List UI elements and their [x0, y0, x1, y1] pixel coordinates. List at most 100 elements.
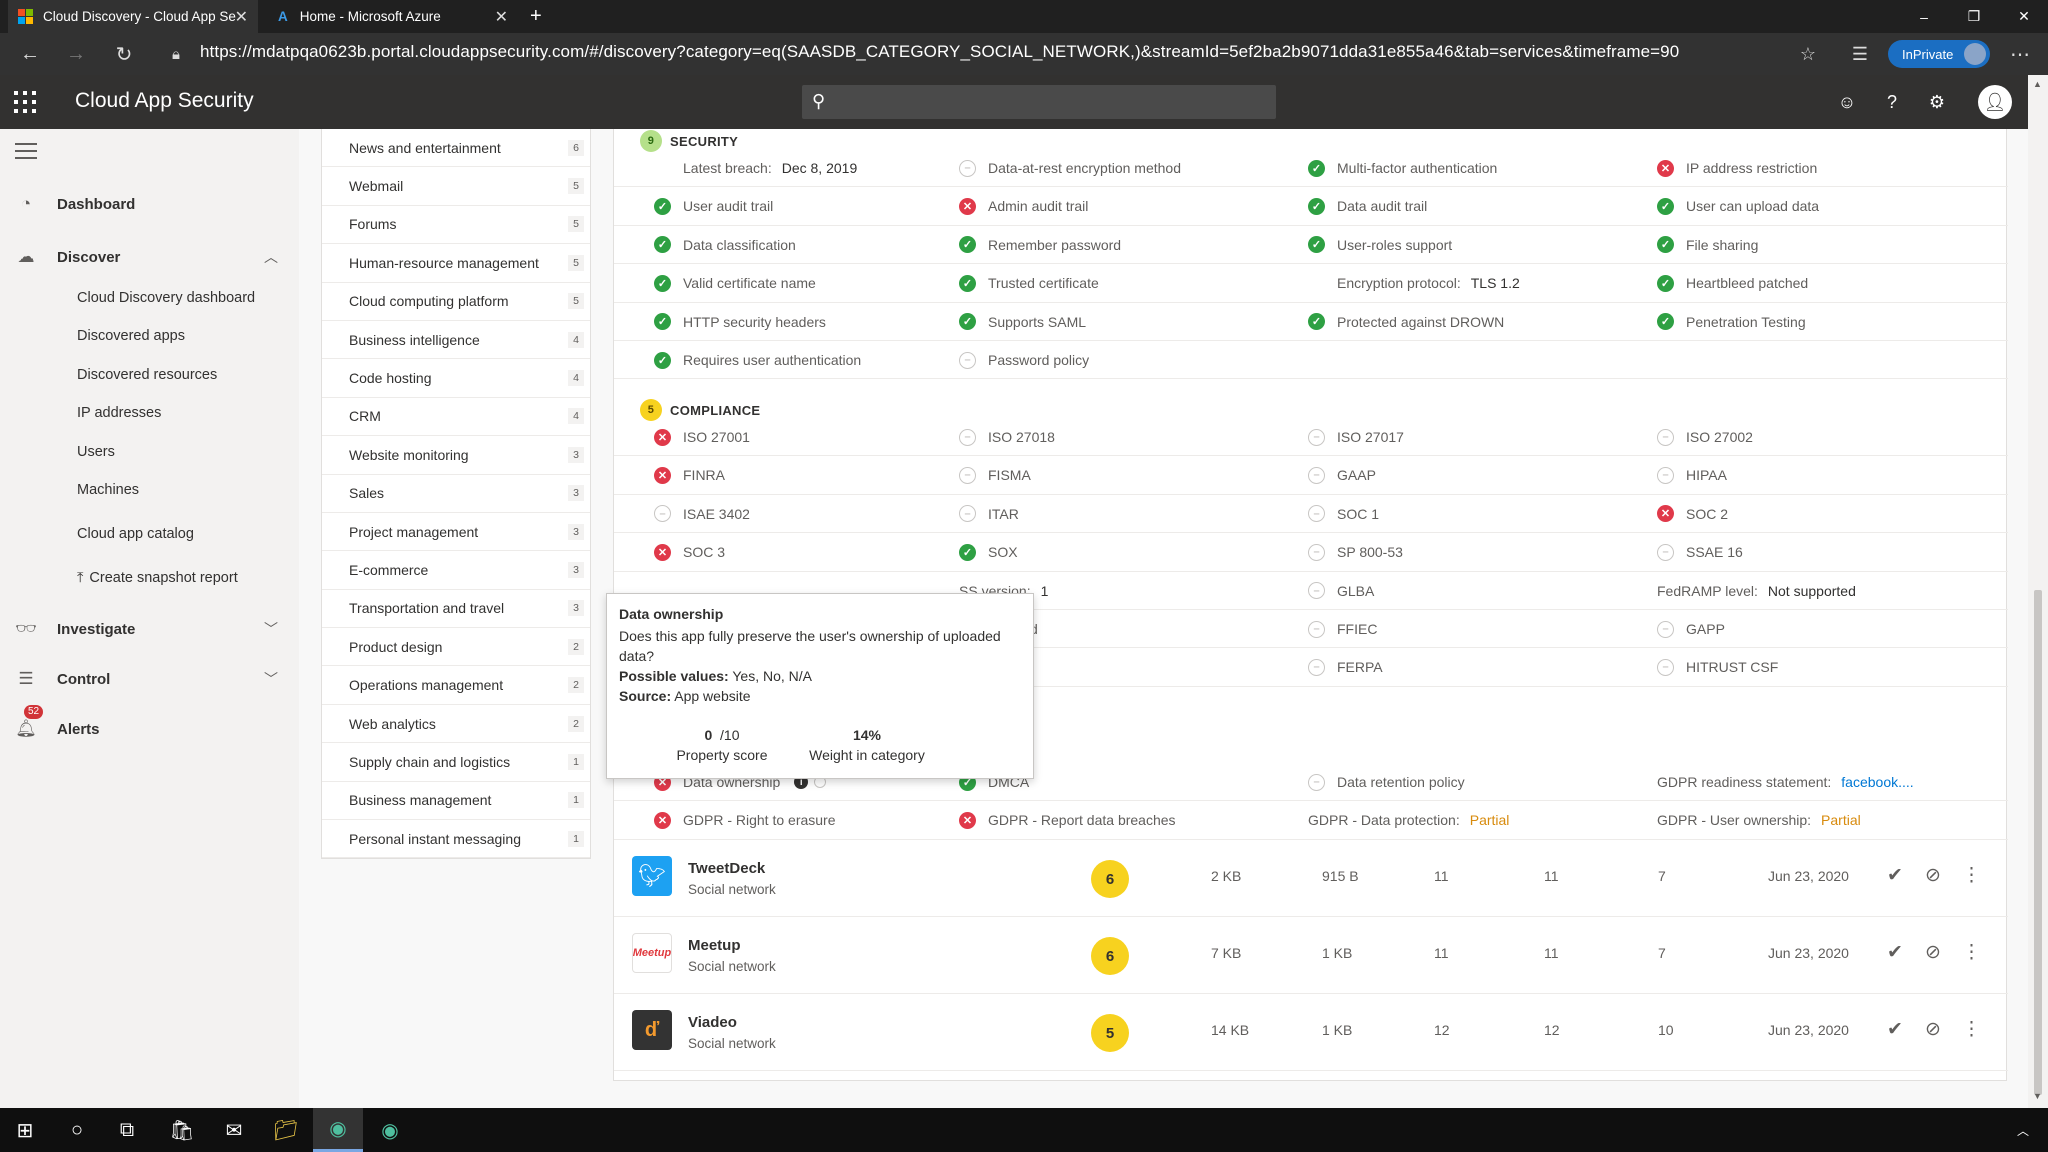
property-label: ISO 27018	[988, 429, 1055, 445]
property-label: SP 800-53	[1337, 544, 1403, 561]
feedback-smiley-icon[interactable]: ☺	[1837, 91, 1857, 112]
category-row[interactable]: Forums 5	[322, 206, 590, 245]
category-row[interactable]: News and entertainment 6	[322, 129, 590, 168]
hamburger-menu-icon[interactable]	[15, 143, 37, 159]
category-row[interactable]: CRM 4	[322, 398, 590, 437]
category-row[interactable]: Supply chain and logistics 1	[322, 743, 590, 782]
category-count: 6	[568, 139, 584, 156]
chevron-down-icon[interactable]: ﹀	[264, 671, 278, 687]
scroll-down-icon[interactable]: ▼	[2033, 1091, 2042, 1101]
dash-circle-icon: –	[1657, 543, 1674, 561]
unsanction-block-icon[interactable]: ⊘	[1925, 865, 1941, 886]
category-row[interactable]: Web analytics 2	[322, 705, 590, 744]
file-explorer-icon[interactable]: 📁︎	[273, 1119, 299, 1142]
chevron-up-icon[interactable]: ︿	[264, 249, 278, 265]
nav-create-snapshot-report[interactable]: ⤒ Create snapshot report	[77, 570, 238, 586]
nav-dashboard[interactable]: ◔ Dashboard	[0, 186, 299, 222]
nav-discover[interactable]: ☁ Discover ︿	[0, 239, 299, 275]
category-row[interactable]: Business intelligence 4	[322, 321, 590, 360]
category-row[interactable]: Code hosting 4	[322, 359, 590, 398]
search-circle-icon[interactable]: ○	[70, 1118, 84, 1141]
category-count: 4	[568, 408, 584, 425]
sanction-check-icon[interactable]: ✔	[1887, 865, 1903, 886]
restore-icon[interactable]: ❐	[1967, 8, 1981, 24]
category-row[interactable]: Transportation and travel 3	[322, 590, 590, 629]
store-icon[interactable]: 🛍︎	[169, 1119, 195, 1142]
more-options-icon[interactable]: ⋮	[1962, 865, 1981, 886]
scroll-up-icon[interactable]: ▲	[2033, 79, 2042, 89]
nav-machines[interactable]: Machines	[77, 482, 140, 498]
task-view-icon[interactable]: ⧉	[119, 1118, 135, 1141]
security-section-header: 9 SECURITY	[640, 129, 738, 153]
edge-browser-icon[interactable]: ◉	[381, 1119, 399, 1142]
minimize-icon[interactable]: –	[1920, 8, 1928, 25]
favorites-icon[interactable]: ☰	[1851, 43, 1869, 64]
property-item: ✕ IP address restriction	[1657, 149, 1817, 187]
more-options-icon[interactable]: ⋮	[1962, 942, 1981, 963]
category-row[interactable]: Webmail 5	[322, 167, 590, 206]
category-row[interactable]: Business management 1	[322, 782, 590, 821]
mail-icon[interactable]: ✉	[225, 1119, 243, 1142]
viadeo-logo-icon: ď	[632, 1010, 672, 1050]
user-avatar[interactable]: 👤︎	[1978, 85, 2012, 119]
sanction-check-icon[interactable]: ✔	[1887, 1019, 1903, 1040]
nav-control[interactable]: ☰ Control ﹀	[0, 661, 299, 697]
nav-investigate[interactable]: 👓︎ Investigate ﹀	[0, 611, 299, 647]
app-name[interactable]: TweetDeck	[688, 860, 766, 877]
category-row[interactable]: Website monitoring 3	[322, 436, 590, 475]
windows-start-icon[interactable]: ⊞	[16, 1119, 34, 1142]
unsanction-block-icon[interactable]: ⊘	[1925, 942, 1941, 963]
property-label: Data classification	[683, 236, 796, 253]
category-row[interactable]: Personal instant messaging 1	[322, 820, 590, 859]
app-name[interactable]: Meetup	[688, 937, 741, 954]
more-options-icon[interactable]: ⋮	[1962, 1019, 1981, 1040]
app-table-row[interactable]: ď Viadeo Social network 5 14 KB 1 KB 12 12 10 Jun…	[614, 994, 2008, 1071]
category-row[interactable]: Sales 3	[322, 475, 590, 513]
settings-gear-icon[interactable]: ⚙	[1928, 91, 1946, 112]
nav-ip-addresses[interactable]: IP addresses	[77, 405, 162, 421]
nav-cloud-discovery-dashboard[interactable]: Cloud Discovery dashboard	[77, 290, 256, 306]
category-row[interactable]: Operations management 2	[322, 666, 590, 705]
nav-users[interactable]: Users	[77, 444, 115, 460]
nav-discovered-resources[interactable]: Discovered resources	[77, 367, 218, 383]
nav-cloud-app-catalog[interactable]: Cloud app catalog	[77, 526, 194, 542]
close-window-icon[interactable]: ✕	[2018, 8, 2030, 24]
more-icon[interactable]: ⋯	[2010, 43, 2030, 66]
browser-tab-cloud-discovery[interactable]: Cloud Discovery - Cloud App Se ✕	[8, 0, 258, 33]
nav-discovered-apps[interactable]: Discovered apps	[77, 328, 185, 344]
forward-icon[interactable]: →	[66, 42, 86, 65]
app-title[interactable]: Cloud App Security	[75, 89, 254, 112]
refresh-icon[interactable]: ↻	[115, 43, 133, 66]
category-row[interactable]: Human-resource management 5	[322, 244, 590, 283]
category-row[interactable]: Cloud computing platform 5	[322, 283, 590, 321]
unsanction-block-icon[interactable]: ⊘	[1925, 1019, 1941, 1040]
chevron-down-icon[interactable]: ﹀	[264, 621, 278, 637]
inprivate-button[interactable]: InPrivate	[1888, 40, 1990, 68]
edge-browser-icon[interactable]: ◉	[313, 1108, 363, 1152]
nav-alerts[interactable]: 🔔︎ 52 Alerts	[0, 705, 299, 747]
app-table-row[interactable]: 🐦︎ TweetDeck Social network 6 2 KB 915 B 11 11 7…	[614, 840, 2008, 917]
new-tab-button[interactable]: +	[530, 5, 542, 27]
close-tab-icon[interactable]: ✕	[494, 9, 508, 26]
app-table-row[interactable]: Meetup Meetup Social network 6 7 KB 1 KB 11 11 7…	[614, 917, 2008, 994]
property-value[interactable]: facebook....	[1841, 774, 1914, 790]
app-launcher-icon[interactable]	[14, 91, 36, 113]
search-input[interactable]: ⚲	[802, 85, 1276, 119]
property-label: Encryption protocol:	[1337, 275, 1461, 292]
category-row[interactable]: Project management 3	[322, 513, 590, 552]
category-count: 5	[568, 178, 584, 195]
help-icon[interactable]: ?	[1886, 91, 1897, 112]
sanction-check-icon[interactable]: ✔	[1887, 942, 1903, 963]
category-row[interactable]: Product design 2	[322, 628, 590, 667]
category-row[interactable]: E-commerce 3	[322, 551, 590, 590]
chevron-up-icon[interactable]: ︿	[2016, 1123, 2029, 1138]
browser-tab-azure[interactable]: A Home - Microsoft Azure ✕	[268, 0, 518, 33]
back-icon[interactable]: ←	[20, 42, 40, 65]
favorite-star-icon[interactable]: ☆	[1799, 43, 1817, 64]
check-circle-icon: ✓	[654, 274, 671, 292]
url-field[interactable]: https://mdatpqa0623b.portal.cloudappsecu…	[200, 42, 1680, 61]
page-scrollbar[interactable]: ▲ ▼	[2028, 75, 2048, 1108]
scrollbar-thumb[interactable]	[2034, 590, 2042, 1095]
close-tab-icon[interactable]: ✕	[234, 9, 248, 26]
app-name[interactable]: Viadeo	[688, 1014, 737, 1031]
